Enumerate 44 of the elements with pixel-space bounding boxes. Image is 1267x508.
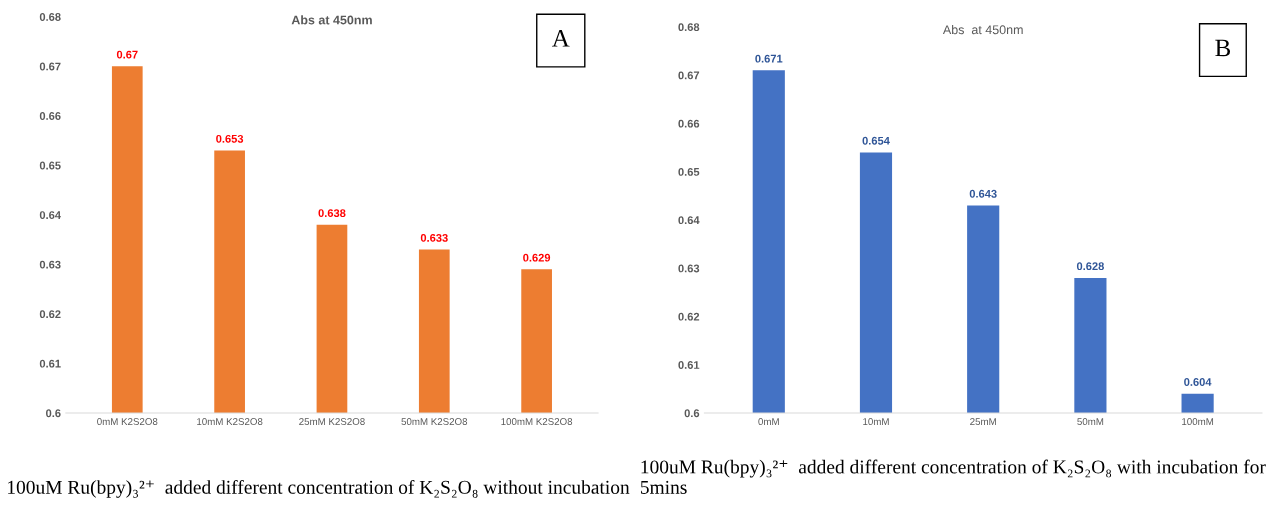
y-tick-label: 0.6 xyxy=(684,409,700,418)
x-tick-label: 25mM xyxy=(970,418,996,426)
y-tick-label: 0.65 xyxy=(678,167,700,176)
x-tick-label: 100mM K2S2O8 xyxy=(501,418,573,426)
y-tick-label: 0.66 xyxy=(678,119,700,128)
chart-title: Abs at 450nm xyxy=(942,24,1023,35)
y-tick-label: 0.65 xyxy=(39,161,61,170)
data-label: 0.654 xyxy=(862,136,890,145)
x-tick-label: 10mM xyxy=(863,418,889,426)
text: 100uM Ru(bpy)₃²⁺ added different concentration of K₂S₂O₈ without incubation xyxy=(8,479,630,498)
data-label: 0.629 xyxy=(523,253,551,262)
y-tick-label: 0.64 xyxy=(39,211,61,220)
x-tick-label: 100mM xyxy=(1182,418,1214,426)
y-tick-label: 0.61 xyxy=(678,361,700,369)
data-label: 0.653 xyxy=(216,134,244,143)
data-label: 0.628 xyxy=(1076,262,1104,271)
x-tick-label: 50mM xyxy=(1077,418,1104,426)
y-tick-label: 0.61 xyxy=(39,359,61,368)
x-tick-label: 10mM K2S2O8 xyxy=(197,418,263,426)
y-tick-label: 0.67 xyxy=(678,71,700,80)
x-tick-label: 0mM K2S2O8 xyxy=(97,418,158,426)
data-label: 0.604 xyxy=(1184,378,1212,386)
y-tick-label: 0.68 xyxy=(39,13,61,21)
y-tick-label: 0.63 xyxy=(39,260,61,269)
chart-title: Abs at 450nm xyxy=(291,15,372,25)
y-tick-label: 0.6 xyxy=(46,409,61,418)
data-label: 0.671 xyxy=(755,54,783,63)
y-tick-label: 0.64 xyxy=(678,216,700,225)
x-tick-label: 50mM K2S2O8 xyxy=(401,418,468,426)
annotation: B xyxy=(1215,39,1231,57)
x-tick-label: 0mM xyxy=(758,418,779,426)
y-tick-label: 0.63 xyxy=(678,264,700,273)
y-tick-label: 0.62 xyxy=(39,310,61,319)
data-label: 0.643 xyxy=(969,189,997,198)
data-label: 0.638 xyxy=(318,209,346,218)
annotation: A xyxy=(551,30,570,47)
y-tick-label: 0.67 xyxy=(39,62,61,71)
y-tick-label: 0.68 xyxy=(678,23,700,32)
x-tick-label: 25mM K2S2O8 xyxy=(299,418,365,426)
y-tick-label: 0.66 xyxy=(39,112,61,120)
data-label: 0.67 xyxy=(116,50,138,59)
data-label: 0.633 xyxy=(420,233,448,242)
y-tick-label: 0.62 xyxy=(678,312,700,321)
text: 100uM Ru(bpy)₃²⁺ added different concentration of K₂S₂O₈ with incubation for 5mins xyxy=(640,459,1266,494)
